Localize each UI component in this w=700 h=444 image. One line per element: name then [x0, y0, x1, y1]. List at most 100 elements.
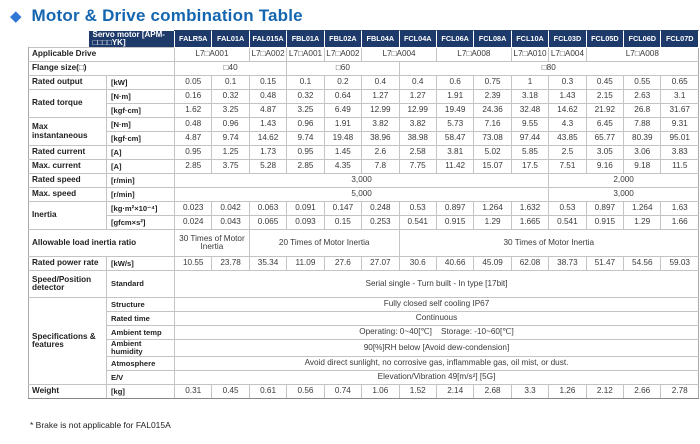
table-row-rated-output: Rated output [kW] 0.05 0.1 0.15 0.1 0.2 0.4 0.4 0… [28, 75, 699, 91]
row-label-inertia-kgm2: Inertia [28, 201, 107, 231]
data-cell: 0.043 [211, 215, 250, 231]
data-cell: 65.77 [585, 131, 625, 147]
data-cell: 4.35 [323, 159, 363, 175]
data-cell: 23.78 [211, 256, 250, 272]
data-cell: 9.16 [585, 159, 625, 175]
data-cell: 30 Times of Motor Inertia [174, 229, 250, 258]
data-cell: Serial single - Turn built - In type [17… [174, 270, 699, 299]
data-cell: 9.31 [660, 117, 699, 133]
data-cell: 0.541 [548, 215, 587, 231]
data-cell: L7□A001 [174, 47, 250, 63]
data-cell: 1.73 [248, 145, 288, 161]
page-title: ◆ Motor & Drive combination Table [10, 6, 303, 26]
row-unit-rated-torque-nm: [N·m] [106, 89, 175, 105]
row-label-rated-current: Rated current [28, 145, 107, 161]
data-cell: Continuous [174, 311, 699, 327]
data-cell: 3.81 [435, 145, 475, 161]
row-label-max-speed: Max. speed [28, 187, 107, 203]
data-cell: Operating: 0~40[℃] Storage: -10~60[℃] [174, 325, 699, 341]
table-row-allowable-load-inertia-ratio: Allowable load inertia ratio 30 Times of … [28, 229, 700, 258]
table-row-max-speed: Max. speed [r/min] 5,000 3,000 [28, 187, 699, 203]
data-cell: L7□A004 [361, 47, 437, 63]
row-label-weight: Weight [28, 384, 107, 400]
data-cell: 0.95 [286, 145, 325, 161]
data-cell: 4.87 [248, 103, 288, 119]
table-row-spec-atmosphere: Atmosphere Avoid direct sunlight, no corr… [29, 356, 699, 372]
data-cell: 40.66 [435, 256, 475, 272]
data-cell: L7□A008 [585, 47, 700, 63]
data-cell: 0.023 [173, 201, 213, 217]
data-cell: L7□A004 [548, 47, 587, 63]
data-cell: 1.63 [660, 201, 699, 217]
data-cell: 1 [510, 75, 550, 91]
row-unit-max-speed: [r/min] [106, 187, 175, 203]
data-cell: 0.1 [211, 75, 250, 91]
data-cell: Fully closed self cooling IP67 [174, 297, 699, 313]
model-header-fcl06d: FCL06D [623, 29, 662, 49]
data-cell: 1.91 [323, 117, 363, 133]
table-row-spec-ambient-humidity: Ambient humidity 90[%]RH below [Avoid dew… [29, 339, 699, 358]
data-cell: 6.49 [323, 103, 363, 119]
table-header-row: Servo motor [APM-□□□□YK] FALR5A FAL01A FAL… [28, 29, 699, 49]
data-cell: 9.18 [623, 159, 662, 175]
data-cell: L7□A001 [286, 47, 325, 63]
row-label-max-instantaneous-nm: Max instantaneous [28, 117, 107, 147]
row-label-rated-torque-nm: Rated torque [28, 89, 107, 119]
data-cell: 26.8 [623, 103, 662, 119]
row-unit-spec-ev: E/V [106, 370, 175, 386]
row-unit-max-instantaneous-kgfcm: [kgf·cm] [106, 131, 175, 147]
data-cell: □60 [286, 61, 400, 77]
motor-drive-combination-table: Servo motor [APM-□□□□YK] FALR5A FAL01A FAL… [28, 29, 700, 400]
row-unit-rated-torque-kgfcm: [kgf·cm] [106, 103, 175, 119]
data-cell: 7.75 [398, 159, 437, 175]
data-cell: 0.147 [323, 201, 363, 217]
table-row-speed-position-detector: Speed/Position detector Standard Serial si… [28, 270, 699, 299]
data-cell: 11.09 [286, 256, 325, 272]
data-cell: 45.09 [473, 256, 512, 272]
row-unit-weight: [kg] [106, 384, 175, 400]
data-cell: 1.27 [361, 89, 400, 105]
data-cell: 73.08 [473, 131, 512, 147]
data-cell: 3.18 [510, 89, 550, 105]
row-label-speed-position-detector: Speed/Position detector [28, 270, 107, 299]
data-cell: 1.91 [435, 89, 475, 105]
data-cell: Avoid direct sunlight, no corrosive gas,… [174, 356, 699, 372]
data-cell: 1.264 [473, 201, 512, 217]
data-cell: 0.4 [361, 75, 400, 91]
data-cell: 3.3 [510, 384, 550, 400]
data-cell: 4.3 [548, 117, 587, 133]
row-label-rated-speed: Rated speed [28, 173, 107, 189]
data-cell: 3.06 [623, 145, 662, 161]
data-cell: 2.85 [286, 159, 325, 175]
data-cell: 0.48 [248, 89, 288, 105]
data-cell: 5.73 [435, 117, 475, 133]
data-cell: 2,000 [548, 173, 699, 189]
data-cell: 1.29 [473, 215, 512, 231]
data-cell: 0.915 [435, 215, 475, 231]
data-cell: 0.024 [173, 215, 213, 231]
row-unit-inertia-gfcms2: [gfcm×s²] [106, 215, 175, 231]
data-cell: 7.8 [361, 159, 400, 175]
data-cell: 11.42 [435, 159, 475, 175]
data-cell: 0.091 [286, 201, 325, 217]
data-cell: 3.82 [398, 117, 437, 133]
data-cell: 95.01 [660, 131, 699, 147]
data-cell: 38.96 [361, 131, 400, 147]
data-cell: 0.15 [323, 215, 363, 231]
data-cell: 5,000 [173, 187, 550, 203]
data-cell: 1.06 [361, 384, 400, 400]
row-unit-spec-ambient-humidity: Ambient humidity [106, 339, 175, 358]
data-cell: 1.665 [510, 215, 550, 231]
model-header-fcl07d: FCL07D [660, 29, 699, 49]
row-unit-rated-output: [kW] [106, 75, 175, 91]
data-cell: 3,000 [173, 173, 550, 189]
data-cell: 2.63 [623, 89, 662, 105]
data-cell: 2.15 [585, 89, 625, 105]
data-cell: 0.063 [248, 201, 288, 217]
data-cell: 24.36 [473, 103, 512, 119]
row-unit-speed-position-detector: Standard [106, 270, 175, 299]
data-cell: 6.45 [585, 117, 625, 133]
data-cell: 3.25 [286, 103, 325, 119]
table-row-rated-torque-kgfcm: [kgf·cm] 1.62 3.25 4.87 3.25 6.49 12.99 12.99 19… [29, 103, 699, 119]
table-row-spec-structure: Specifications & features Structure Fully … [28, 297, 699, 386]
